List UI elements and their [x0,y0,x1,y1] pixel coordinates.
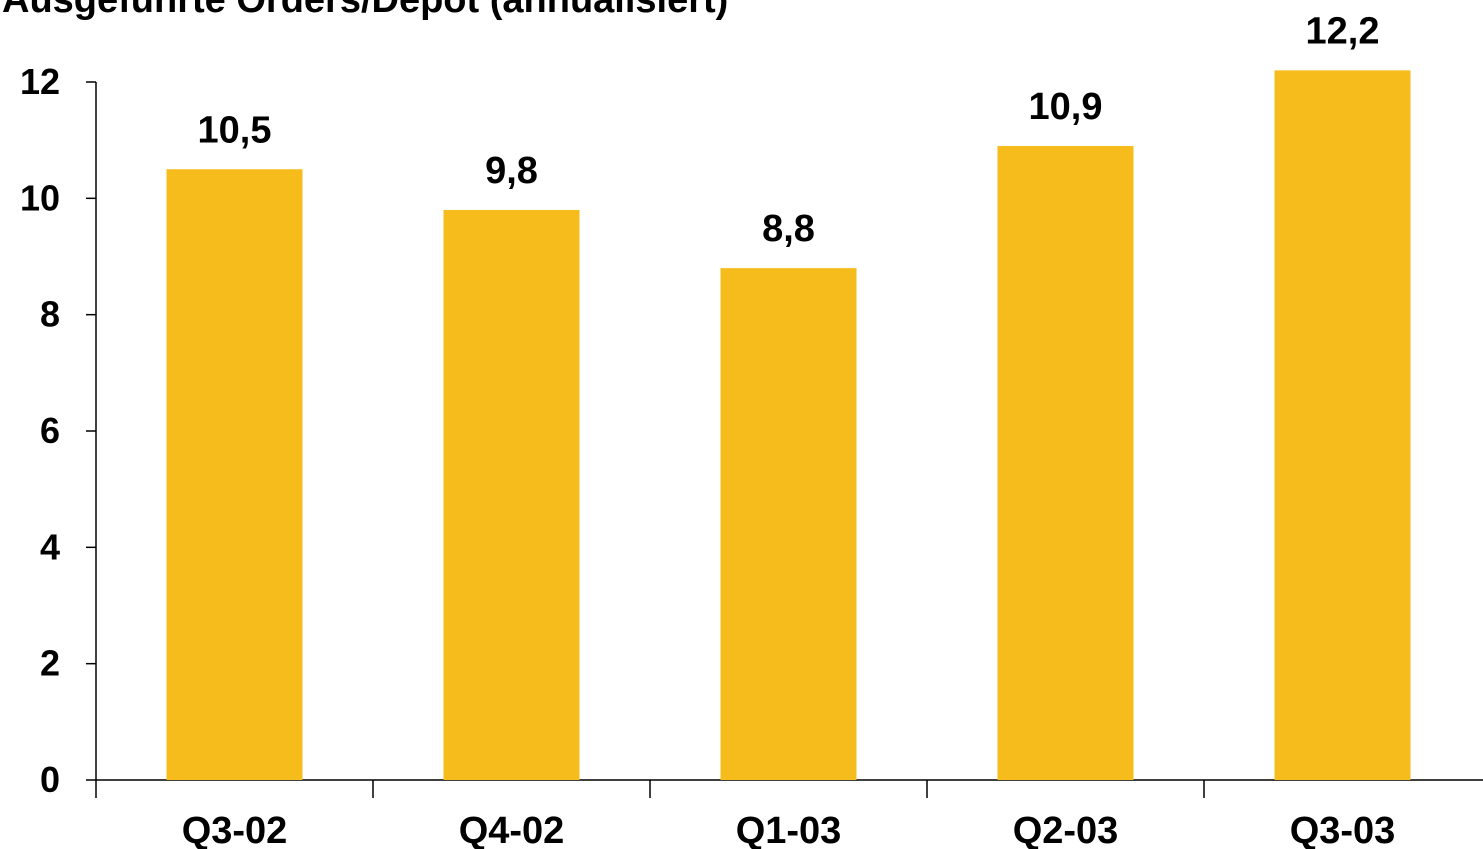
y-tick-label: 8 [40,294,60,335]
bar [166,169,303,780]
y-axis: 0 2 4 6 8 10 12 [20,61,97,800]
data-label: 12,2 [1306,10,1380,52]
x-axis [95,779,1483,798]
data-labels: 10,5 9,8 8,8 10,9 12,2 [198,10,1380,250]
category-label: Q2-03 [1013,810,1119,849]
category-label: Q3-03 [1290,810,1396,849]
bar [443,209,580,780]
bar [720,268,857,780]
y-tick-label: 10 [20,177,60,218]
bar [997,145,1134,780]
category-label: Q1-03 [736,810,842,849]
data-label: 8,8 [762,208,815,250]
data-label: 9,8 [485,150,538,192]
y-tick-label: 2 [40,643,60,684]
category-label: Q3-02 [182,810,288,849]
bars [166,70,1411,780]
y-tick-label: 6 [40,410,60,451]
bar [1274,70,1411,780]
category-labels: Q3-02 Q4-02 Q1-03 Q2-03 Q3-03 [182,810,1396,849]
category-label: Q4-02 [459,810,565,849]
y-tick-label: 4 [40,526,60,567]
data-label: 10,5 [198,109,272,151]
y-tick-label: 0 [40,759,60,800]
data-label: 10,9 [1029,86,1103,128]
chart-title: Ausgeführte Orders/Depot (annualisiert) [2,0,728,21]
y-tick-label: 12 [20,61,60,102]
